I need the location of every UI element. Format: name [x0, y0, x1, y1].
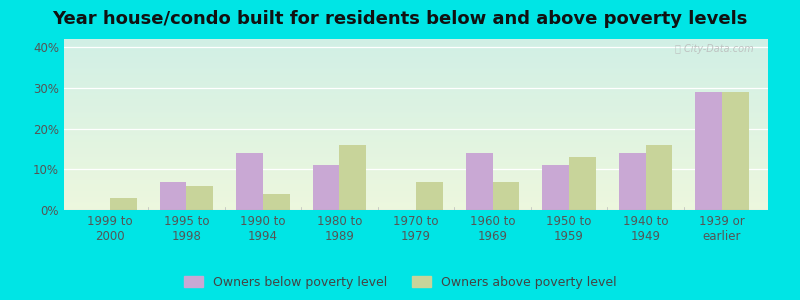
Bar [542, 165, 569, 210]
Bar [646, 145, 672, 210]
Bar [110, 198, 137, 210]
Bar [339, 145, 366, 210]
Bar [263, 194, 290, 210]
Bar [466, 153, 493, 210]
Bar [618, 153, 646, 210]
Bar [569, 157, 596, 210]
Bar [722, 92, 749, 210]
Legend: Owners below poverty level, Owners above poverty level: Owners below poverty level, Owners above… [179, 271, 621, 294]
Bar [313, 165, 339, 210]
Bar [160, 182, 186, 210]
Bar [695, 92, 722, 210]
Bar [186, 186, 214, 210]
Text: Year house/condo built for residents below and above poverty levels: Year house/condo built for residents bel… [52, 11, 748, 28]
Bar [493, 182, 519, 210]
Bar [416, 182, 442, 210]
Bar [236, 153, 263, 210]
Text: Ⓢ City-Data.com: Ⓢ City-Data.com [675, 44, 754, 54]
